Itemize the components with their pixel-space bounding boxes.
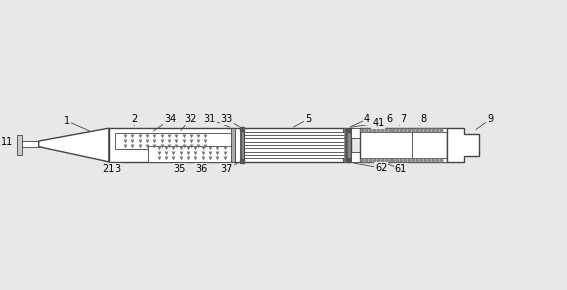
Text: 35: 35 <box>173 164 185 174</box>
Bar <box>344 158 354 162</box>
Bar <box>244 152 345 155</box>
Text: 6: 6 <box>387 114 392 124</box>
Bar <box>244 148 345 152</box>
Bar <box>241 128 244 162</box>
Text: 4: 4 <box>364 114 370 124</box>
Text: 31: 31 <box>204 114 216 124</box>
Bar <box>231 128 235 162</box>
Bar <box>244 158 345 162</box>
Text: 36: 36 <box>196 164 208 174</box>
Text: 33: 33 <box>221 114 233 124</box>
Text: 9: 9 <box>488 114 494 124</box>
Bar <box>244 142 345 145</box>
Text: 61: 61 <box>395 164 407 174</box>
Text: 7: 7 <box>400 114 407 124</box>
Text: 62: 62 <box>375 163 387 173</box>
Text: 37: 37 <box>221 164 233 174</box>
Text: 21: 21 <box>103 164 115 174</box>
Bar <box>345 128 352 162</box>
Bar <box>352 128 360 138</box>
Bar <box>360 128 447 162</box>
Bar <box>244 128 345 132</box>
Bar <box>115 133 232 149</box>
Bar <box>352 152 360 162</box>
Bar <box>244 138 345 142</box>
Bar <box>344 128 354 132</box>
Text: 34: 34 <box>164 114 177 124</box>
Text: 8: 8 <box>420 114 426 124</box>
Text: 32: 32 <box>184 114 196 124</box>
Text: 2: 2 <box>131 114 137 124</box>
Polygon shape <box>39 128 109 162</box>
Text: 11: 11 <box>1 137 14 147</box>
Bar <box>244 155 345 158</box>
Bar <box>244 135 345 138</box>
Bar <box>360 128 447 132</box>
Bar <box>244 132 345 135</box>
Bar <box>240 128 244 162</box>
Bar <box>360 158 447 162</box>
Text: 1: 1 <box>64 116 70 126</box>
Bar <box>148 146 235 162</box>
Bar <box>18 135 22 155</box>
Text: 3: 3 <box>114 164 120 174</box>
Bar <box>244 145 345 148</box>
Bar <box>22 141 39 147</box>
Text: 41: 41 <box>372 118 384 128</box>
Bar <box>109 128 345 162</box>
Text: 5: 5 <box>305 114 311 124</box>
Polygon shape <box>447 128 479 162</box>
